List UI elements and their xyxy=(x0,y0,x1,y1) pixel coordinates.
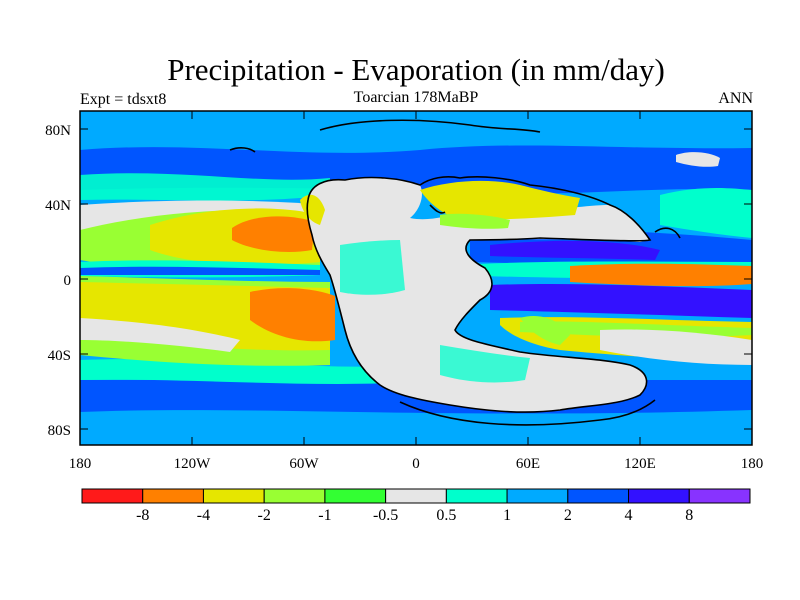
colorbar-swatch xyxy=(688,488,751,504)
season-label: ANN xyxy=(718,90,753,107)
pangaea-cyan-interior xyxy=(340,240,405,295)
colorbar-label: 1 xyxy=(503,507,511,524)
east-north-cyan xyxy=(660,187,752,238)
south-subtropic-orange xyxy=(250,288,335,342)
page-title: Precipitation - Evaporation (in mm/day) xyxy=(167,52,665,87)
lon-tick-marks xyxy=(79,111,753,445)
laurasia-yellow xyxy=(420,180,580,220)
lon-tick-label: 180 xyxy=(741,456,764,472)
colorbar-label: -8 xyxy=(136,507,149,524)
colorbar-swatch xyxy=(202,488,265,504)
lat-tick-label: 40N xyxy=(45,198,71,214)
colorbar-label: -0.5 xyxy=(373,507,398,524)
antarctic-coastline xyxy=(399,399,656,426)
colorbar-swatch xyxy=(385,488,447,504)
equator-blue-strip xyxy=(80,266,320,275)
lat-tick-labels: 80N 40N 0 40S 80S xyxy=(45,123,71,439)
east-equator-orange xyxy=(570,263,752,287)
lat-tick-label: 80N xyxy=(45,123,71,139)
colorbar-label: 2 xyxy=(564,507,572,524)
colorbar-swatch xyxy=(567,488,630,504)
laurasia-inlet xyxy=(429,204,446,214)
lat-tick-marks xyxy=(80,128,752,430)
antarctic-band xyxy=(80,410,752,445)
colorbar-swatch xyxy=(445,488,508,504)
lon-tick-label: 180 xyxy=(69,456,92,472)
lat-tick-label: 0 xyxy=(64,273,72,289)
colorbar-label: -4 xyxy=(197,507,210,524)
lon-tick-label: 60W xyxy=(289,456,319,472)
colorbar-swatch xyxy=(263,488,326,504)
colorbar-label: 4 xyxy=(625,507,633,524)
period-label: Toarcian 178MaBP xyxy=(353,89,479,106)
lon-tick-label: 0 xyxy=(412,456,420,472)
lat-tick-label: 40S xyxy=(48,348,71,364)
experiment-label: Expt = tdsxt8 xyxy=(80,91,167,108)
east-south-darkblue xyxy=(490,283,752,318)
colorbar-label: 0.5 xyxy=(436,507,456,524)
colorbar-swatch xyxy=(142,488,204,504)
pangaea-coastline xyxy=(306,176,652,413)
lon-tick-labels: 180 120W 60W 0 60E 120E 180 xyxy=(69,456,764,472)
north-cyan-band xyxy=(80,173,330,201)
colorbar-label: -1 xyxy=(318,507,331,524)
colorbar-swatch xyxy=(81,488,144,504)
north-subtropic-orange xyxy=(232,216,315,252)
east-south-gray xyxy=(600,329,752,365)
colorbar-label: 8 xyxy=(685,507,693,524)
colorbar-swatch xyxy=(324,488,387,504)
arctic-coastline xyxy=(319,119,541,133)
colorbar-label: -2 xyxy=(258,507,271,524)
cimmeria-coastline xyxy=(654,227,681,239)
gondwana-green xyxy=(520,315,570,345)
north-island-coastline xyxy=(229,147,256,153)
pangaea-south-cyan xyxy=(440,345,530,383)
coastlines xyxy=(229,119,681,426)
lon-tick-label: 120E xyxy=(624,456,656,472)
lon-tick-label: 120W xyxy=(174,456,212,472)
tethys-darkblue xyxy=(490,240,660,260)
south-cyan-band xyxy=(80,359,420,384)
south-gray-zone xyxy=(80,318,240,352)
colorbar: -8 -4 -2 -1 -0.5 0.5 1 2 4 8 xyxy=(81,488,751,524)
laurasia-green xyxy=(440,213,510,229)
colorbar-swatch xyxy=(628,488,690,504)
lon-tick-label: 60E xyxy=(516,456,540,472)
colorbar-swatch xyxy=(506,488,569,504)
pangaea-landmass xyxy=(307,177,650,413)
north-america-yellow xyxy=(300,194,325,225)
contour-field xyxy=(80,111,752,445)
lat-tick-label: 80S xyxy=(48,423,71,439)
arctic-gray-patch xyxy=(676,152,720,167)
